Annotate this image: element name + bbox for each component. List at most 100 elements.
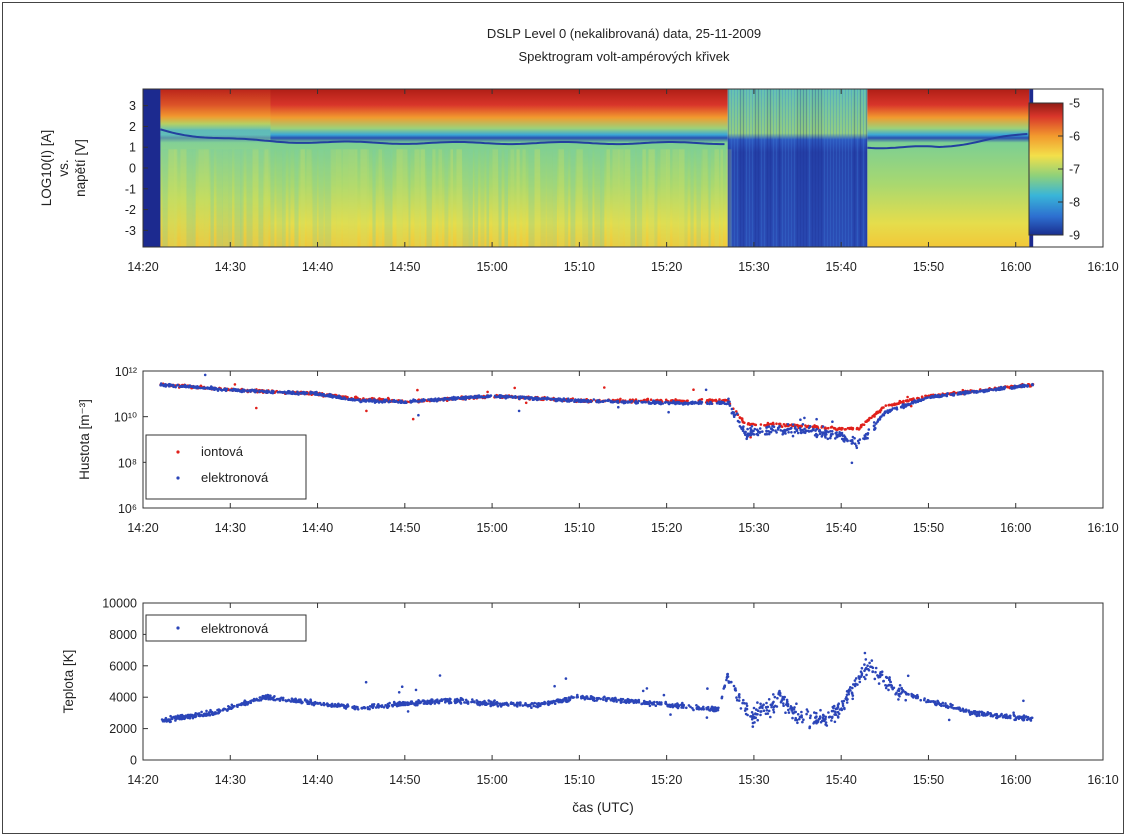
temperature-point [448, 697, 452, 701]
temperature-point [809, 714, 812, 717]
temperature-point [192, 715, 195, 718]
temperature-point [641, 689, 645, 693]
temperature-point [952, 707, 955, 710]
temperature-point [309, 699, 313, 703]
density-y-tick-label: 10¹⁰ [114, 411, 137, 425]
spectrogram-x-tick-label: 14:30 [215, 260, 246, 274]
temperature-point [705, 716, 709, 719]
temperature-point [330, 705, 333, 708]
temperature-point [631, 699, 635, 702]
temperature-point [761, 704, 764, 708]
chart-title: DSLP Level 0 (nekalibrovaná) data, 25-11… [487, 26, 761, 41]
temperature-point [322, 703, 326, 707]
density-point [794, 425, 797, 429]
temperature-point [692, 708, 695, 712]
temperature-point [614, 698, 618, 701]
spectrogram-streak-dist [862, 89, 865, 247]
temperature-point [453, 698, 457, 702]
density-point [851, 435, 855, 439]
temperature-y-tick-label: 10000 [102, 597, 137, 611]
temperature-point [433, 702, 437, 705]
temperature-point [769, 715, 772, 719]
density-point [830, 425, 834, 429]
density-point [422, 399, 426, 402]
spectrogram-streak [720, 149, 724, 247]
density-point [255, 389, 258, 393]
temperature-point [489, 703, 493, 707]
density-point [480, 395, 484, 399]
density-legend: iontová elektronová [145, 434, 307, 500]
temperature-point [444, 701, 447, 704]
temperature-point [939, 702, 943, 706]
temperature-point [824, 721, 828, 724]
density-point [793, 430, 797, 434]
temperature-point [646, 702, 649, 706]
density-point [486, 390, 489, 394]
spectrogram-streak [438, 149, 443, 247]
density-point [815, 427, 818, 431]
temperature-point [971, 712, 975, 715]
density-point [787, 431, 790, 434]
density-point [804, 424, 807, 427]
temperature-point [682, 704, 685, 707]
temperature-point [765, 701, 768, 705]
spectrogram-streak [432, 149, 436, 247]
temperature-point [896, 689, 900, 692]
temperature-point [295, 700, 298, 704]
temperature-point [871, 670, 874, 674]
colorbar-tick-label: -6 [1069, 130, 1080, 144]
temperature-point [602, 698, 605, 701]
temperature-point [262, 696, 266, 699]
temperature-point [713, 706, 717, 709]
density-point [354, 398, 357, 402]
density-point [723, 402, 727, 406]
density-point [464, 395, 468, 399]
temperature-point [854, 677, 858, 680]
density-point [1031, 382, 1034, 386]
density-panel: 10¹² 10¹⁰ 10⁸ 10⁶ Hustota [m⁻³] iontová elektr… [77, 365, 1104, 516]
spectrogram-streak [426, 149, 432, 247]
spectrogram-streak-dist [754, 89, 757, 247]
spectrogram-x-tick-label: 15:40 [826, 260, 857, 274]
temperature-point [853, 679, 857, 682]
temperature-point [285, 699, 288, 703]
temperature-point [787, 708, 790, 712]
spectrogram-streak [456, 149, 462, 247]
spectrogram-streak [384, 149, 391, 247]
temperature-point [772, 705, 776, 709]
spectrogram-streak [288, 149, 291, 247]
spectrogram-streak [330, 149, 337, 247]
density-point [848, 426, 852, 430]
temperature-point [205, 709, 208, 713]
density-point [866, 418, 869, 422]
density-point [451, 398, 454, 401]
temperature-point [851, 697, 854, 701]
density-point [835, 428, 839, 432]
spectrogram-streak [264, 149, 269, 247]
temperature-point [765, 709, 769, 712]
temperature-point [372, 703, 376, 706]
temperature-point [904, 698, 907, 702]
density-point [1006, 385, 1009, 389]
temperature-point [611, 697, 614, 700]
temperature-point [888, 676, 891, 679]
spectrogram-y-tick-label: -2 [125, 203, 136, 217]
density-point [755, 432, 758, 436]
temperature-point [772, 710, 776, 714]
density-point [705, 401, 709, 405]
density-point [288, 390, 291, 393]
density-point [884, 404, 888, 407]
density-point [999, 385, 1003, 389]
spectrogram-streak [210, 149, 214, 247]
temperature-point [812, 722, 815, 725]
density-point [512, 395, 515, 399]
temperature-point [400, 685, 404, 688]
density-point [271, 391, 274, 394]
temperature-point [851, 686, 854, 690]
density-point [357, 398, 361, 401]
temperature-point [184, 715, 187, 719]
density-point [470, 395, 473, 399]
spectrogram-x-tick-label: 15:30 [738, 260, 769, 274]
density-point [749, 435, 752, 439]
temperature-x-tick-label: 15:40 [826, 773, 857, 787]
